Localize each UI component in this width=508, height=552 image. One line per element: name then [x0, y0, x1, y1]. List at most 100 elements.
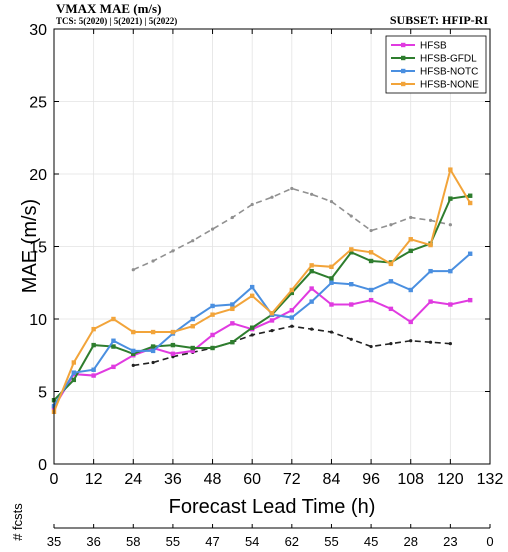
- series-line-hfsb-none: [53, 167, 472, 413]
- point-hfsb-notc: [329, 280, 334, 285]
- point-hfsb-none: [91, 326, 96, 332]
- legend-label-hfsb-none: HFSB-NONE: [420, 80, 479, 91]
- y-tick-label: 0: [38, 457, 47, 474]
- reference-point: [250, 333, 254, 337]
- fcsts-count-label: 23: [443, 534, 457, 549]
- reference-point: [230, 215, 234, 220]
- reference-point: [290, 186, 294, 191]
- reference-point: [428, 340, 433, 344]
- reference-point: [131, 363, 135, 367]
- point-hfsb-notc: [309, 299, 314, 304]
- reference-point: [131, 268, 135, 272]
- x-tick-label: 48: [204, 471, 222, 488]
- legend: HFSB HFSB-GFDL HFSB-NOTC HFSB-NONE: [385, 35, 487, 94]
- point-hfsb-none: [111, 316, 116, 322]
- point-hfsb-none: [190, 324, 195, 329]
- point-hfsb-none: [210, 312, 215, 317]
- point-hfsb-gfdl: [309, 268, 314, 274]
- point-hfsb-gfdl: [230, 340, 235, 345]
- axis-ticks: 0 12 24 36 48 60 72 84 96 108 120 132 0 5 10 15 20 25 30: [29, 22, 503, 488]
- point-hfsb-notc: [368, 287, 374, 293]
- y-tick-label: 20: [29, 167, 47, 184]
- fcsts-count-label: 47: [205, 534, 219, 549]
- point-hfsb-none: [467, 200, 473, 206]
- point-hfsb-notc: [71, 370, 77, 375]
- fcsts-count-label: 62: [285, 534, 299, 549]
- point-hfsb-notc: [428, 268, 433, 274]
- reference-point: [409, 215, 413, 220]
- fcsts-count-label: 0: [486, 534, 493, 549]
- point-hfsb-notc: [388, 279, 394, 284]
- point-hfsb: [230, 321, 235, 326]
- point-hfsb-gfdl: [150, 344, 156, 349]
- point-hfsb: [91, 373, 96, 378]
- subset-label: SUBSET: HFIP-RI: [390, 13, 488, 27]
- reference-point: [310, 327, 314, 331]
- point-hfsb-none: [230, 306, 235, 312]
- reference-point: [290, 324, 294, 328]
- point-hfsb-gfdl: [467, 193, 473, 198]
- point-hfsb: [368, 297, 374, 303]
- reference-point: [171, 249, 175, 253]
- point-hfsb-none: [448, 167, 453, 172]
- point-hfsb-gfdl: [190, 345, 195, 351]
- series-line-hfsb: [53, 287, 471, 408]
- reference-point: [409, 339, 413, 343]
- point-hfsb-none: [269, 311, 275, 316]
- point-hfsb-none: [309, 263, 314, 268]
- point-hfsb-gfdl: [448, 196, 453, 201]
- fcsts-count-label: 36: [86, 534, 100, 549]
- point-hfsb-none: [329, 264, 334, 269]
- y-axis-label: MAE (m/s): [19, 199, 41, 293]
- y-tick-label: 25: [29, 95, 47, 112]
- point-hfsb: [111, 364, 116, 370]
- y-tick-label: 10: [29, 312, 47, 329]
- point-hfsb-none: [388, 261, 394, 267]
- point-hfsb: [289, 308, 295, 313]
- reference-lines: [131, 186, 452, 367]
- x-tick-label: 84: [323, 471, 341, 488]
- point-hfsb-notc: [289, 315, 295, 320]
- point-hfsb-notc: [210, 303, 215, 309]
- x-tick-label: 120: [437, 471, 464, 488]
- legend-label-hfsb-notc: HFSB-NOTC: [420, 67, 478, 78]
- point-hfsb-gfdl: [408, 248, 413, 254]
- point-hfsb-notc: [467, 251, 473, 256]
- x-tick-label: 36: [164, 471, 182, 488]
- point-hfsb-none: [131, 329, 136, 335]
- fcsts-count-label: 58: [126, 534, 140, 549]
- x-tick-label: 96: [362, 471, 380, 488]
- point-hfsb-none: [249, 293, 255, 298]
- fcsts-count-label: 35: [47, 534, 61, 549]
- reference-point: [448, 342, 452, 346]
- fcsts-count-label: 54: [245, 534, 259, 549]
- fcsts-count-label: 55: [166, 534, 180, 549]
- point-hfsb-notc: [91, 367, 96, 372]
- reference-point: [310, 192, 314, 196]
- y-tick-label: 5: [38, 385, 47, 402]
- legend-marker-hfsb: [401, 42, 406, 48]
- point-hfsb: [467, 297, 473, 303]
- point-hfsb-gfdl: [349, 250, 354, 255]
- point-hfsb: [448, 302, 453, 307]
- legend-marker-hfsb-gfdl: [401, 55, 406, 61]
- reference-point: [369, 228, 373, 233]
- reference-point: [250, 202, 254, 207]
- reference-point: [349, 214, 353, 218]
- point-hfsb-gfdl: [71, 377, 77, 383]
- x-tick-label: 108: [397, 471, 424, 488]
- series-lines: [51, 167, 473, 414]
- point-hfsb-gfdl: [329, 276, 334, 281]
- point-hfsb-none: [150, 329, 156, 335]
- reference-point: [329, 199, 334, 204]
- x-axis-label: Forecast Lead Time (h): [169, 496, 376, 518]
- point-hfsb-notc: [448, 268, 453, 274]
- point-hfsb: [408, 319, 413, 325]
- reference-point: [270, 329, 274, 333]
- point-hfsb: [269, 318, 275, 323]
- point-hfsb-notc: [349, 282, 354, 287]
- point-hfsb: [309, 286, 314, 291]
- reference-point: [428, 218, 433, 222]
- series-line-hfsb-notc: [53, 252, 471, 407]
- series-line-hfsb-gfdl: [53, 194, 471, 401]
